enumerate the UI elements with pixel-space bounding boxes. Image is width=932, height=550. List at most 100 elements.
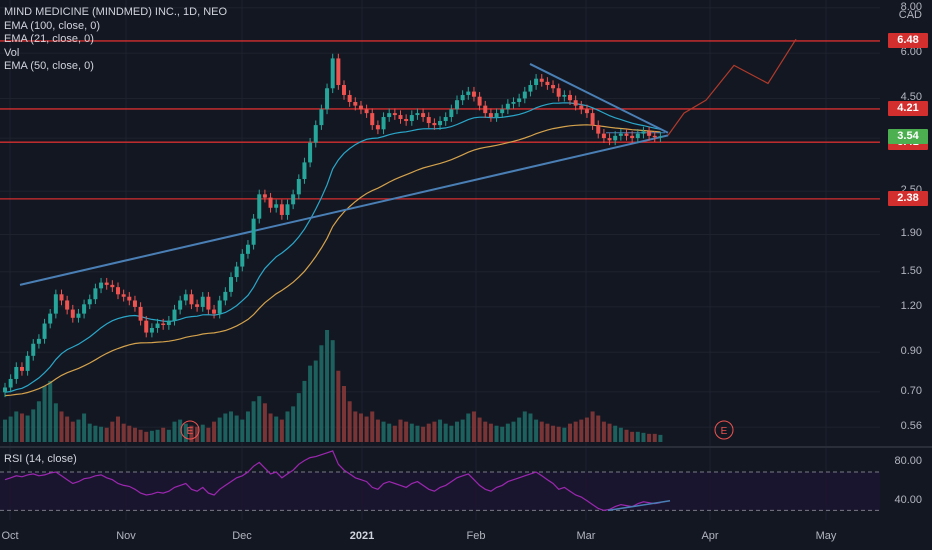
ema50-line bbox=[4, 124, 661, 397]
volume-bar bbox=[438, 419, 443, 442]
candle-body bbox=[432, 123, 437, 126]
volume-bar bbox=[590, 411, 595, 442]
time-tick-label: Mar bbox=[576, 530, 596, 542]
candle-body bbox=[652, 135, 657, 138]
candle-body bbox=[568, 94, 572, 101]
candle-body bbox=[505, 103, 510, 110]
candle-body bbox=[415, 113, 420, 116]
price-tick-label: 8.00 bbox=[900, 0, 922, 13]
volume-bar bbox=[8, 416, 13, 442]
volume-bar bbox=[443, 423, 448, 442]
candle-body bbox=[573, 100, 578, 106]
volume-bar bbox=[251, 401, 256, 442]
candle-body bbox=[562, 94, 567, 97]
volume-bar bbox=[200, 424, 205, 442]
volume-bar bbox=[172, 421, 177, 442]
candle-body bbox=[647, 131, 652, 136]
candle-body bbox=[494, 113, 499, 118]
candle-body bbox=[624, 133, 629, 136]
candle-body bbox=[534, 78, 539, 86]
candle-body bbox=[630, 135, 635, 139]
candle-body bbox=[206, 296, 211, 310]
candle-body bbox=[127, 296, 132, 301]
volume-bar bbox=[291, 406, 296, 442]
candle-body bbox=[325, 88, 330, 110]
candle-body bbox=[200, 296, 205, 307]
candle-body bbox=[392, 113, 397, 116]
volume-bar bbox=[624, 429, 629, 442]
rsi-line bbox=[4, 450, 661, 512]
volume-bar bbox=[556, 426, 561, 442]
candle-body bbox=[471, 91, 476, 97]
candle-body bbox=[132, 300, 137, 307]
ema21-line bbox=[4, 102, 661, 393]
volume-bar bbox=[607, 423, 612, 442]
candle-body bbox=[99, 282, 104, 289]
candle-body bbox=[438, 121, 443, 126]
volume-bar bbox=[325, 330, 330, 442]
candle-body bbox=[257, 194, 262, 219]
candle-body bbox=[116, 287, 120, 295]
volume-bar bbox=[110, 421, 115, 442]
projection-path bbox=[667, 38, 797, 136]
volume-bar bbox=[240, 419, 245, 442]
level-price-tag: 6.48 bbox=[888, 33, 928, 49]
candle-body bbox=[183, 294, 188, 301]
volume-bar bbox=[494, 425, 499, 442]
candle-body bbox=[59, 294, 64, 301]
ema50-legend: EMA (50, close, 0) bbox=[4, 60, 94, 72]
volume-bar bbox=[415, 425, 420, 442]
candle-body bbox=[596, 125, 601, 134]
volume-bar bbox=[426, 423, 431, 442]
candle-body bbox=[172, 309, 177, 321]
candle-body bbox=[613, 135, 618, 141]
volume-bar bbox=[432, 421, 437, 442]
volume-bar bbox=[455, 421, 459, 442]
candle-body bbox=[144, 320, 149, 333]
volume-bar bbox=[647, 433, 652, 442]
volume-bar bbox=[500, 426, 505, 442]
candle-body bbox=[296, 179, 301, 195]
candle-body bbox=[70, 309, 75, 318]
ema100-legend: EMA (100, close, 0) bbox=[4, 19, 100, 32]
candle-body bbox=[31, 343, 36, 356]
volume-bar bbox=[488, 423, 493, 442]
candle-body bbox=[528, 85, 533, 92]
candle-body bbox=[291, 194, 296, 205]
ema21-legend: EMA (21, close, 0) bbox=[4, 33, 94, 45]
candle-body bbox=[229, 277, 233, 292]
candle-body bbox=[212, 309, 217, 314]
candle-body bbox=[511, 101, 516, 104]
candle-body bbox=[347, 94, 352, 102]
volume-bar bbox=[296, 393, 301, 442]
volume-bar bbox=[635, 431, 640, 442]
volume-bar bbox=[65, 416, 70, 442]
chart-legend: MIND MEDICINE (MINDMED) INC., 1D, NEO EM… bbox=[4, 6, 227, 74]
volume-bar bbox=[460, 419, 465, 442]
ema21-path bbox=[4, 102, 661, 393]
candle-body bbox=[449, 109, 454, 118]
candle-body bbox=[455, 100, 459, 110]
candle-body bbox=[240, 253, 245, 267]
rsi-divergence-line bbox=[607, 500, 671, 512]
volume-bar bbox=[257, 396, 262, 442]
candle-body bbox=[500, 109, 505, 114]
candle-body bbox=[590, 113, 595, 126]
volume-bar bbox=[364, 416, 369, 442]
price-tick-label: 4.50 bbox=[900, 91, 922, 104]
candle-body bbox=[3, 387, 7, 393]
volume-bar bbox=[353, 411, 358, 442]
volume-bar bbox=[223, 413, 228, 442]
price-tick-label: 1.90 bbox=[900, 227, 922, 240]
candle-body bbox=[483, 105, 488, 114]
volume-bar bbox=[342, 386, 346, 442]
volume-bar bbox=[229, 411, 233, 442]
vol-legend: Vol bbox=[4, 46, 20, 59]
candle-body bbox=[545, 81, 550, 86]
time-tick-label: May bbox=[815, 530, 837, 542]
volume-bar bbox=[421, 426, 426, 442]
time-tick-label: 2021 bbox=[349, 530, 375, 542]
candle-body bbox=[607, 138, 612, 141]
